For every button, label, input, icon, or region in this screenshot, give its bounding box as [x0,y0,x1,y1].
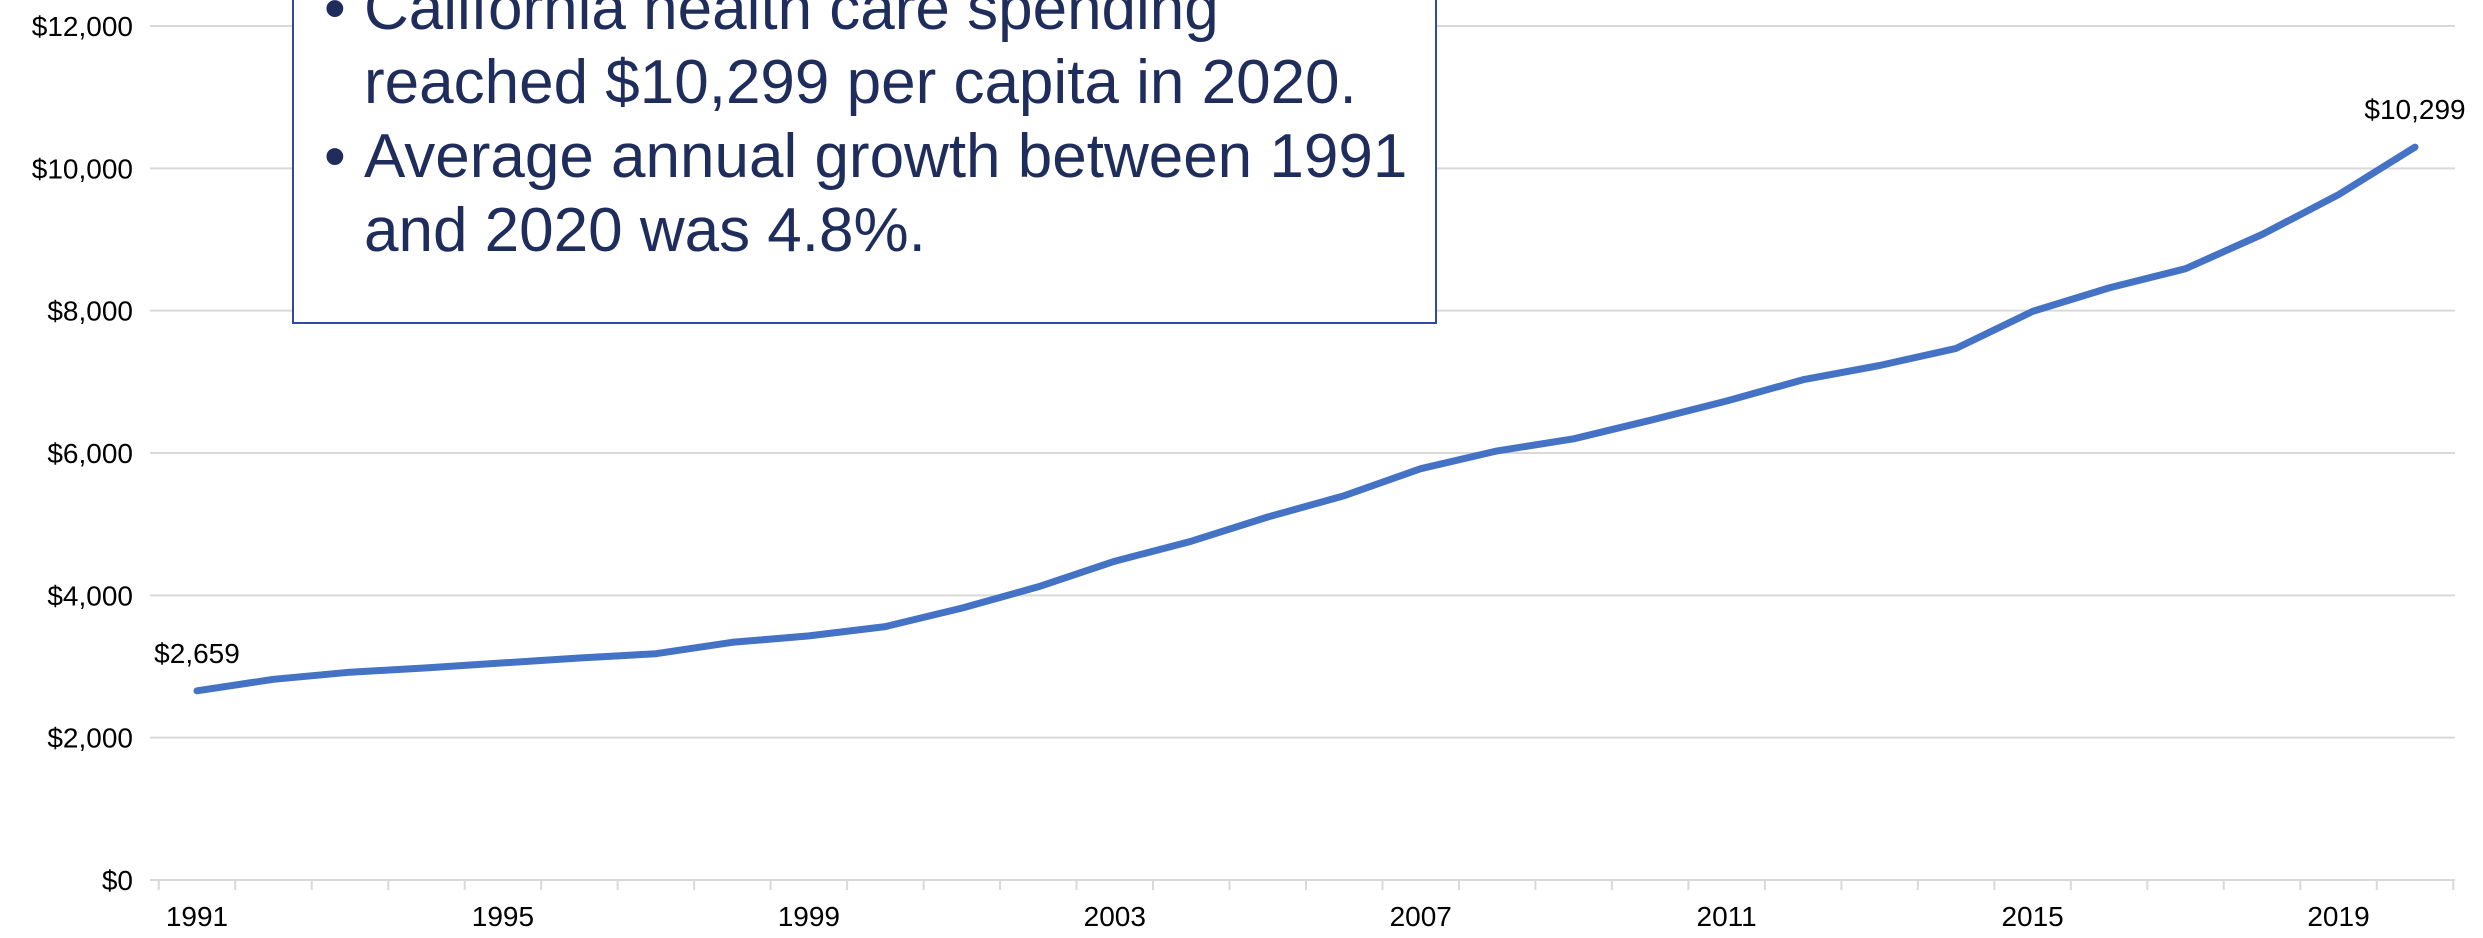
data-label: $2,659 [154,638,240,669]
y-tick-label: $12,000 [32,11,133,42]
callout-item-1: • California health care spending reache… [324,0,1415,120]
x-tick-label: 2007 [1390,901,1452,932]
y-tick-label: $4,000 [47,580,133,611]
y-tick-label: $2,000 [47,723,133,754]
bullet-icon: • [324,122,346,191]
x-axis: 1991 1995 1999 2003 2007 2011 2015 2019 [150,879,2455,932]
y-tick-label: $10,000 [32,153,133,184]
data-labels: $2,659 $10,299 [154,94,2465,669]
x-tick-label: 2015 [2001,901,2063,932]
y-tick-label: $8,000 [47,296,133,327]
x-tick-label: 1991 [166,901,228,932]
callout-text-spending: California health care spending reached … [364,0,1357,117]
x-tick-label: 2019 [2307,901,2369,932]
y-tick-label: $6,000 [47,438,133,469]
y-axis-tick-labels: $0 $2,000 $4,000 $6,000 $8,000 $10,000 $12,000 [32,11,133,896]
x-tick-label: 1999 [778,901,840,932]
x-tick-label: 1995 [472,901,534,932]
series-lines [193,143,2419,695]
callout-item-2: • Average annual growth between 1991 and… [324,120,1415,268]
x-tick-label: 2003 [1084,901,1146,932]
y-tick-label: $0 [102,865,133,896]
bullet-icon: • [324,0,346,43]
data-label: $10,299 [2364,94,2465,125]
callout-text-growth: Average annual growth between 1991 and 2… [364,122,1408,265]
series-line [193,143,2419,695]
callout-box: • California health care spending reache… [292,0,1437,324]
x-tick-label: 2011 [1697,901,1757,932]
